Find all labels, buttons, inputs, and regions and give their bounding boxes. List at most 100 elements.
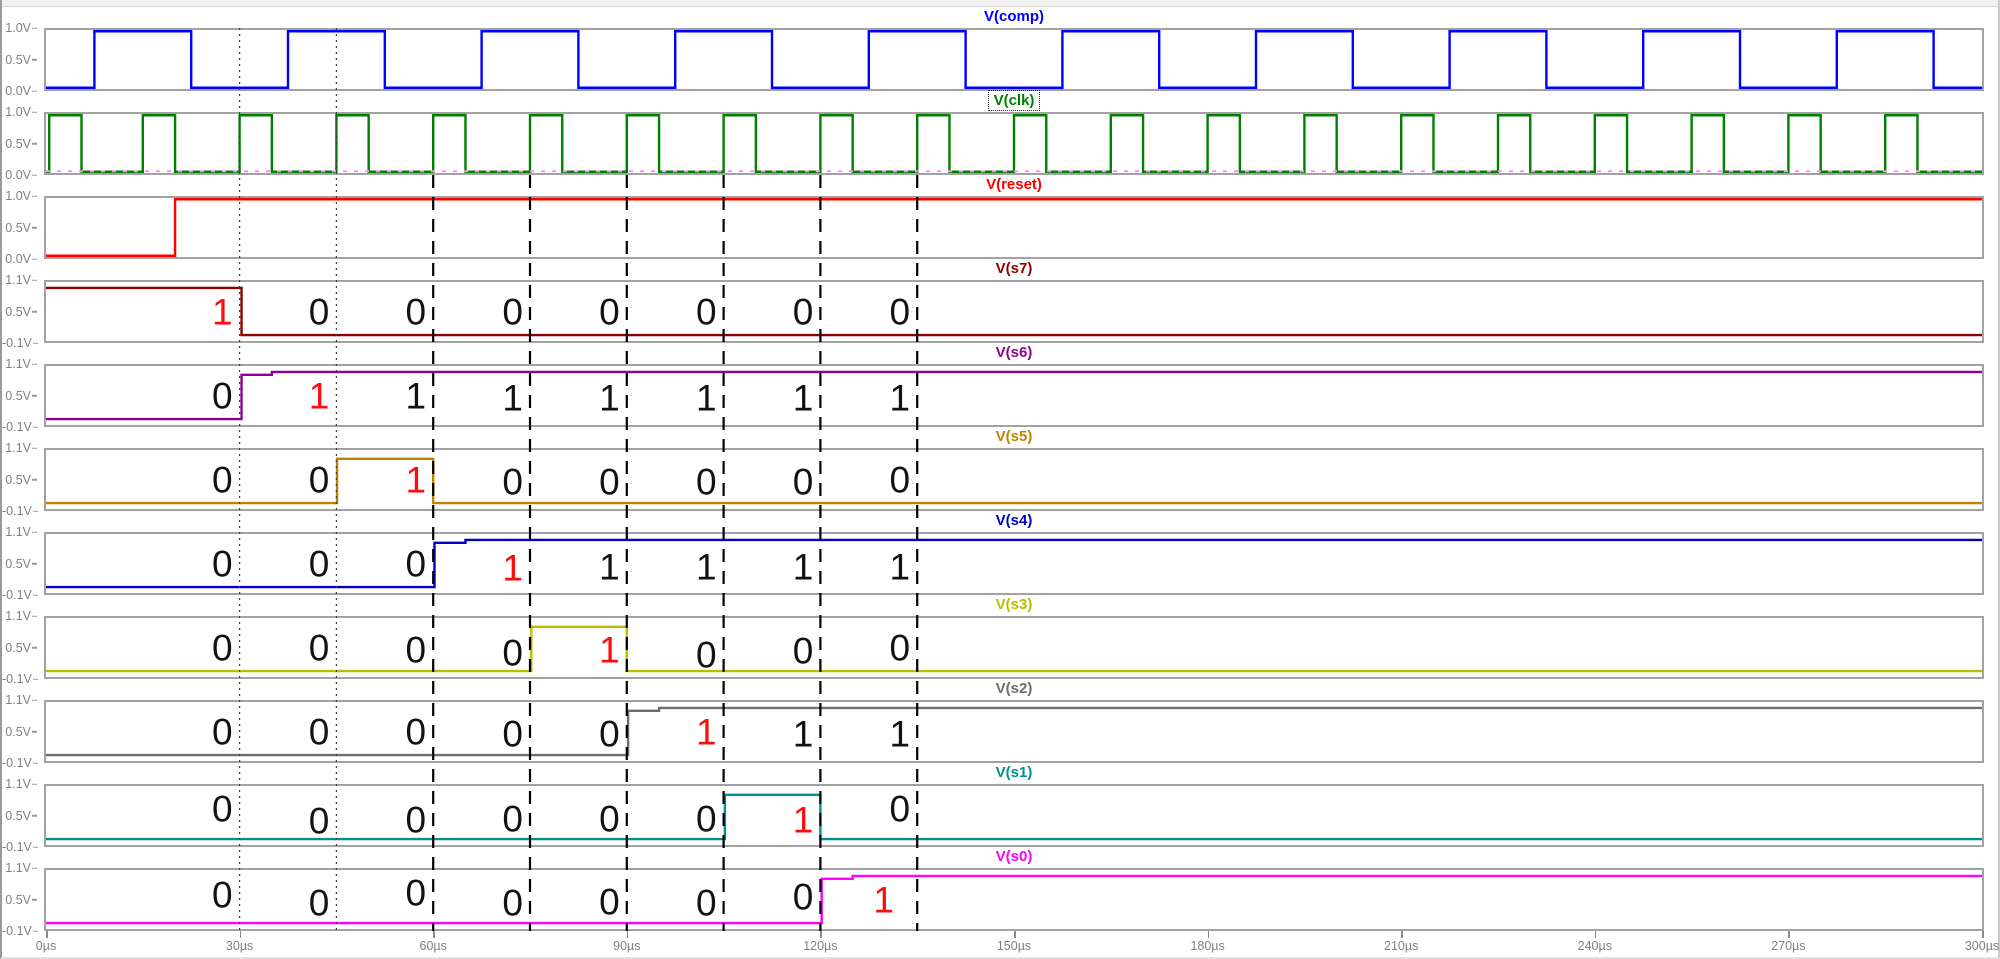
bit-annotation-s0-6: 0 [792,876,814,917]
bit-annotation-s3-5: 0 [695,634,717,675]
bit-annotation-s0-7: 1 [873,879,894,920]
bit-annotation-s4-6: 1 [792,546,814,587]
trace-label-s0[interactable]: V(s0) [995,848,1033,865]
plot-area-s1[interactable]: 0 0 0 0 0 0 1 0 [44,784,1984,847]
y-tick-label: -0.1V [2,757,37,770]
y-tick-label: 0.5V [2,53,37,66]
plot-area-s3[interactable]: 0 0 0 0 1 0 0 0 [44,616,1984,679]
bit-annotation-s4-0: 0 [211,543,233,584]
x-tick-label: 240µs [1577,939,1612,953]
x-tick-label: 60µs [419,939,447,953]
pane-s3: V(s3) 1.1V 0.5V -0.1V 0 0 0 0 1 0 0 0 [2,595,1998,685]
x-tick [626,931,629,938]
trace-s4 [46,538,1982,589]
y-tick-label: 1.0V [2,190,37,203]
trace-title-row: V(s2) [44,679,1984,700]
y-tick-label: -0.1V [2,589,37,602]
plot-area-comp[interactable] [44,28,1984,91]
bit-annotation-s4-1: 0 [308,543,330,584]
bit-annotation-s7-4: 0 [599,291,620,332]
bit-annotation-s5-0: 0 [211,459,233,500]
x-tick-label: 30µs [225,939,254,953]
y-tick-label: 0.5V [2,305,37,318]
bit-annotation-s0-1: 0 [308,882,330,923]
bit-annotation-s5-4: 0 [599,461,620,502]
trace-label-s5[interactable]: V(s5) [995,428,1033,445]
pane-s6: V(s6) 1.1V 0.5V -0.1V 0 1 1 1 1 1 1 1 [2,343,1998,433]
trace-label-reset[interactable]: V(reset) [986,176,1042,193]
x-tick [1982,931,1984,938]
bit-annotation-s6-4: 1 [599,377,620,418]
bit-annotation-s3-1: 0 [308,627,330,668]
bit-annotation-s5-5: 0 [695,461,717,502]
plot-area-reset[interactable] [44,196,1984,259]
trace-s2 [46,706,1982,757]
trace-s3 [46,625,1982,673]
plot-area-s5[interactable]: 0 0 1 0 0 0 0 0 [44,448,1984,511]
y-tick-label: 0.5V [2,557,37,570]
bit-annotation-s6-7: 1 [889,377,911,418]
x-tick [46,931,48,938]
trace-s6 [46,370,1982,421]
bit-annotation-s1-7: 0 [889,788,911,829]
plot-area-s2[interactable]: 0 0 0 0 0 1 1 1 [44,700,1984,763]
x-tick-label: 90µs [613,939,641,953]
plot-area-clk[interactable] [44,112,1984,175]
bit-annotation-s5-1: 0 [308,459,330,500]
y-tick-label: 1.1V [2,274,37,287]
bit-annotation-s2-7: 1 [889,713,911,754]
window-top-edge [2,0,1998,7]
trace-title-row: V(comp) [44,7,1984,28]
pane-s7: V(s7) 1.1V 0.5V -0.1V 1 0 0 0 0 0 0 0 [2,259,1998,349]
bit-annotation-s7-1: 0 [308,291,330,332]
y-tick-label: 0.0V [2,253,37,266]
y-tick-label: 1.1V [2,442,37,455]
bit-annotation-s6-1: 1 [308,375,330,416]
x-tick-label: 150µs [996,939,1032,953]
bit-annotation-s0-5: 0 [695,882,717,923]
bit-annotation-s6-2: 1 [405,375,427,416]
x-tick [1788,931,1790,938]
y-tick-label: 1.1V [2,610,37,623]
trace-label-s6[interactable]: V(s6) [995,344,1033,361]
trace-label-s2[interactable]: V(s2) [995,680,1033,697]
trace-s0 [46,874,1982,925]
trace-label-s3[interactable]: V(s3) [995,596,1033,613]
pane-s5: V(s5) 1.1V 0.5V -0.1V 0 0 1 0 0 0 0 0 [2,427,1998,517]
pane-s1: V(s1) 1.1V 0.5V -0.1V 0 0 0 0 0 0 1 0 [2,763,1998,853]
bit-annotation-s3-6: 0 [792,630,814,671]
trace-label-comp[interactable]: V(comp) [984,8,1044,25]
bit-annotation-s4-3: 1 [502,547,523,588]
trace-title-row: V(s1) [44,763,1984,784]
bit-annotation-s7-0: 1 [211,291,233,332]
y-tick-label: 0.5V [2,893,37,906]
y-tick-label: -0.1V [2,841,37,854]
y-tick-label: 1.1V [2,526,37,539]
bit-annotation-s2-0: 0 [211,711,233,752]
bit-annotation-s4-4: 1 [599,546,620,587]
x-tick-label: 270µs [1771,939,1806,953]
bit-annotation-s4-7: 1 [889,546,911,587]
x-tick-label: 0µs [35,939,57,953]
bit-annotation-s2-2: 0 [405,711,427,752]
plot-area-s6[interactable]: 0 1 1 1 1 1 1 1 [44,364,1984,427]
x-tick [433,931,435,938]
y-tick-label: -0.1V [2,337,37,350]
trace-label-clk[interactable]: V(clk) [987,90,1041,111]
bit-annotation-s3-3: 0 [502,632,523,673]
plot-area-s0[interactable]: 0 0 0 0 0 0 0 1 [44,868,1984,931]
plot-area-s7[interactable]: 1 0 0 0 0 0 0 0 [44,280,1984,343]
y-tick-label: -0.1V [2,925,37,938]
trace-title-row: V(s4) [44,511,1984,532]
plot-area-s4[interactable]: 0 0 0 1 1 1 1 1 [44,532,1984,595]
trace-label-s7[interactable]: V(s7) [995,260,1033,277]
y-tick-label: 0.0V [2,85,37,98]
trace-title-row: V(clk) [44,90,1984,112]
trace-label-s1[interactable]: V(s1) [995,764,1033,781]
bit-annotation-s1-5: 0 [695,798,717,839]
bit-annotation-s2-1: 0 [308,711,330,752]
bit-annotation-s7-6: 0 [792,291,814,332]
trace-comp [46,30,1982,89]
trace-label-s4[interactable]: V(s4) [995,512,1033,529]
